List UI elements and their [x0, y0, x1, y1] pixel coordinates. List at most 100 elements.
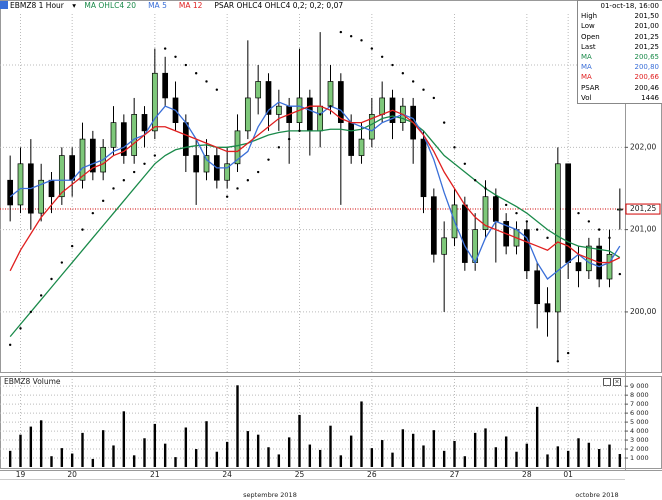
- psar-dot: [597, 228, 601, 231]
- info-row: Last 201,25: [578, 42, 662, 52]
- candle-body: [265, 81, 272, 115]
- info-label: Open: [581, 32, 600, 41]
- volume-bar: [8, 450, 12, 467]
- psar-dot: [463, 162, 467, 165]
- volume-bar: [525, 443, 529, 467]
- psar-dot: [39, 294, 43, 297]
- volume-bar: [453, 440, 456, 467]
- candle-body: [131, 114, 138, 156]
- psar-dot: [8, 343, 12, 347]
- psar-dot: [205, 80, 208, 83]
- psar-dot: [143, 162, 146, 165]
- x-tick-label: 24: [222, 470, 232, 479]
- legend-entry: MA OHLC4 20: [84, 1, 137, 10]
- volume-bar: [101, 430, 105, 467]
- volume-bar: [122, 411, 126, 467]
- candle-body: [482, 196, 489, 230]
- volume-bar: [60, 448, 64, 467]
- volume-bar: [163, 443, 167, 467]
- candle-body: [162, 72, 169, 99]
- candle-body: [327, 81, 334, 107]
- volume-bar: [184, 427, 188, 467]
- volume-bar: [566, 450, 570, 467]
- candle-body: [306, 97, 313, 132]
- psar-dot: [411, 80, 415, 83]
- psar-dot: [153, 154, 157, 157]
- volume-bar: [463, 456, 467, 467]
- volume-bar: [380, 440, 384, 467]
- candle-body: [110, 122, 117, 148]
- psar-dot: [256, 170, 260, 174]
- candle-body: [358, 138, 365, 156]
- candle-body: [193, 155, 200, 173]
- close-button[interactable]: [613, 378, 621, 386]
- y-tick-label: 201,00: [630, 225, 656, 234]
- volume-bar: [432, 430, 436, 467]
- volume-bar: [401, 429, 405, 467]
- psar-dot: [432, 96, 436, 100]
- psar-dot: [91, 211, 95, 215]
- volume-bar: [194, 449, 198, 467]
- volume-bar: [535, 406, 539, 467]
- info-panel: 01-oct-18, 16:00 High 201,50 Low 201,00 Open 2…: [577, 0, 662, 104]
- psar-dot: [556, 360, 560, 363]
- x-tick-label: 26: [367, 470, 377, 479]
- x-tick-label: 01: [563, 470, 573, 479]
- psar-dot: [349, 35, 353, 38]
- y-tick-label: 4 000: [630, 427, 649, 435]
- candle-body: [492, 196, 499, 222]
- psar-dot: [267, 158, 270, 161]
- psar-dot: [112, 187, 115, 190]
- psar-dot: [174, 55, 177, 58]
- volume-bar: [308, 444, 312, 467]
- volume-bar: [246, 431, 250, 467]
- info-row: Vol 1446: [578, 93, 662, 103]
- info-label: High: [581, 12, 598, 21]
- candle-body: [17, 163, 24, 206]
- last-price-box: [625, 203, 661, 215]
- y-tick-label: 5 000: [630, 418, 649, 426]
- chart-icon: [0, 1, 8, 9]
- volume-bar: [597, 449, 601, 467]
- volume-bar: [504, 436, 508, 467]
- psar-dot: [484, 187, 487, 190]
- info-value: 200,46: [634, 83, 660, 92]
- psar-dot: [101, 199, 105, 203]
- info-label: MA: [581, 53, 592, 62]
- candle-body: [317, 105, 324, 132]
- candle-body: [534, 270, 541, 305]
- psar-dot: [184, 63, 188, 67]
- volume-bar: [473, 432, 477, 467]
- volume-bar: [39, 420, 43, 467]
- x-tick-label: 20: [67, 470, 77, 479]
- volume-bar: [391, 452, 394, 467]
- volume-bar: [608, 444, 611, 467]
- psar-dot: [246, 179, 250, 182]
- maximize-button[interactable]: [603, 378, 611, 386]
- y-tick-label: 6 000: [630, 409, 649, 417]
- volume-bar: [556, 446, 560, 467]
- volume-bar: [587, 442, 591, 467]
- psar-dot: [215, 88, 219, 91]
- candle-body: [544, 303, 551, 313]
- x-tick-label: 27: [450, 470, 460, 479]
- x-tick-label: 28: [522, 470, 532, 479]
- volume-bar: [225, 441, 229, 467]
- psar-dot: [339, 30, 343, 34]
- volume-bar: [298, 414, 301, 467]
- legend-entry: MA 5: [148, 1, 167, 10]
- main-frame: [0, 0, 662, 373]
- month-label: septembre 2018: [243, 491, 297, 499]
- psar-dot: [535, 228, 539, 231]
- candle-body: [58, 155, 65, 198]
- psar-dot: [70, 244, 74, 248]
- y-tick-label: 9 000: [630, 382, 649, 390]
- psar-dot: [442, 121, 446, 124]
- volume-bar: [112, 445, 115, 467]
- volume-bar: [339, 455, 343, 467]
- psar-dot: [329, 104, 332, 108]
- info-label: MA: [581, 73, 592, 82]
- psar-dot: [587, 220, 591, 223]
- candle-body: [368, 114, 375, 140]
- psar-dot: [194, 72, 198, 75]
